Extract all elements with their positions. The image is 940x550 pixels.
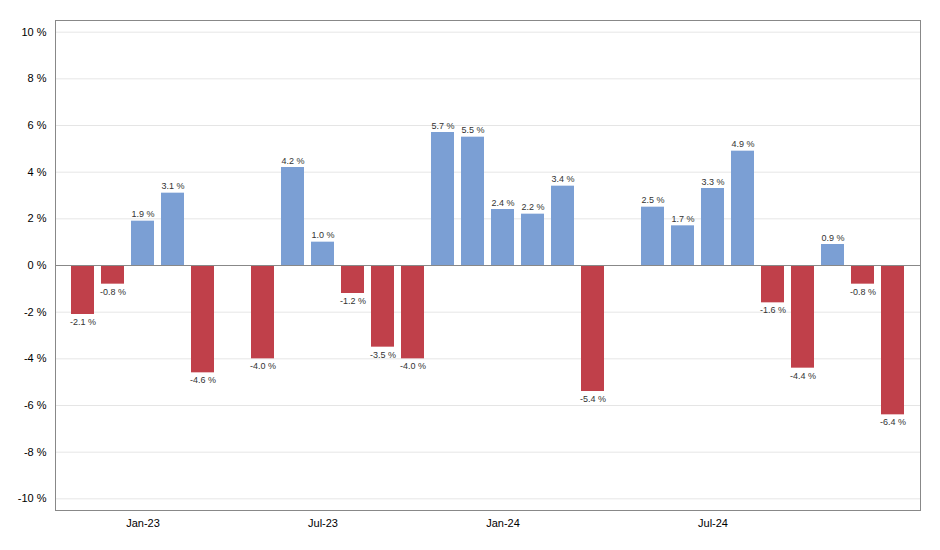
svg-text:-10 %: -10 % <box>18 492 47 504</box>
svg-text:Jan-24: Jan-24 <box>486 517 520 529</box>
svg-text:Jul-23: Jul-23 <box>308 517 338 529</box>
svg-text:-2.1 %: -2.1 % <box>70 317 96 327</box>
svg-text:-4.6 %: -4.6 % <box>190 375 216 385</box>
svg-text:5.7 %: 5.7 % <box>431 121 454 131</box>
svg-text:-6 %: -6 % <box>24 399 47 411</box>
svg-text:6 %: 6 % <box>28 119 47 131</box>
svg-text:-0.8 %: -0.8 % <box>850 287 876 297</box>
svg-text:8 %: 8 % <box>28 72 47 84</box>
svg-text:5.5 %: 5.5 % <box>461 125 484 135</box>
svg-text:-8 %: -8 % <box>24 446 47 458</box>
svg-text:1.7 %: 1.7 % <box>671 214 694 224</box>
svg-text:2.5 %: 2.5 % <box>641 195 664 205</box>
svg-text:-4.0 %: -4.0 % <box>250 361 276 371</box>
svg-text:4.9 %: 4.9 % <box>731 139 754 149</box>
svg-text:Jul-24: Jul-24 <box>698 517 728 529</box>
svg-text:3.1 %: 3.1 % <box>161 181 184 191</box>
svg-text:0.9 %: 0.9 % <box>821 233 844 243</box>
svg-text:10 %: 10 % <box>21 26 46 38</box>
svg-text:2.2 %: 2.2 % <box>521 202 544 212</box>
svg-text:-0.8 %: -0.8 % <box>100 287 126 297</box>
svg-text:-6.4 %: -6.4 % <box>880 417 906 427</box>
svg-text:3.3 %: 3.3 % <box>701 177 724 187</box>
svg-text:2 %: 2 % <box>28 212 47 224</box>
svg-text:Jan-23: Jan-23 <box>126 517 160 529</box>
svg-text:2.4 %: 2.4 % <box>491 198 514 208</box>
svg-text:-2 %: -2 % <box>24 306 47 318</box>
svg-text:-1.2 %: -1.2 % <box>340 296 366 306</box>
svg-text:1.9 %: 1.9 % <box>131 209 154 219</box>
svg-text:1.0 %: 1.0 % <box>311 230 334 240</box>
svg-text:-1.6 %: -1.6 % <box>760 305 786 315</box>
svg-text:4 %: 4 % <box>28 166 47 178</box>
svg-text:-3.5 %: -3.5 % <box>370 350 396 360</box>
svg-text:4.2 %: 4.2 % <box>281 156 304 166</box>
svg-text:0 %: 0 % <box>28 259 47 271</box>
svg-text:-4.0 %: -4.0 % <box>400 361 426 371</box>
svg-text:3.4 %: 3.4 % <box>551 174 574 184</box>
svg-text:-4 %: -4 % <box>24 352 47 364</box>
svg-text:-5.4 %: -5.4 % <box>580 394 606 404</box>
svg-text:-4.4 %: -4.4 % <box>790 371 816 381</box>
